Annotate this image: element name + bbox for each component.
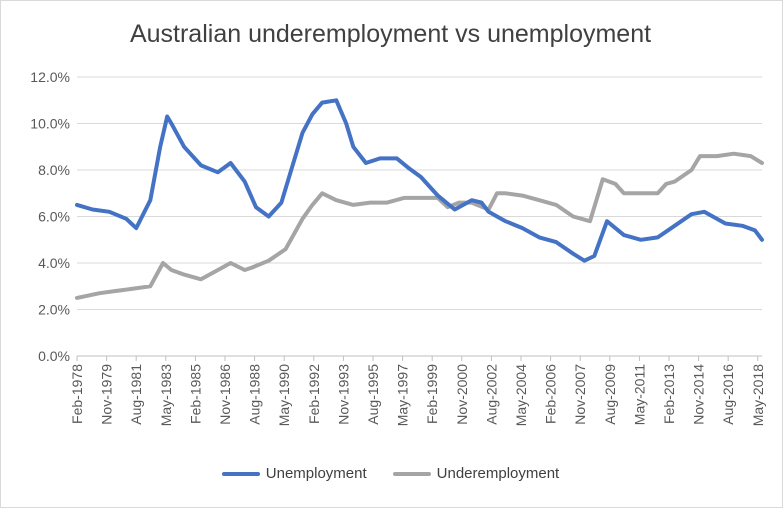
- x-tick-label: May-2011: [631, 364, 647, 425]
- y-tick-label: 6.0%: [38, 209, 70, 225]
- legend-label-unemployment: Unemployment: [265, 465, 367, 482]
- x-tick-label: May-2004: [513, 364, 529, 426]
- legend-label-underemployment: Underemployment: [436, 465, 560, 482]
- legend-item-underemployment: Underemployment: [392, 465, 560, 482]
- x-tick-label: Feb-1992: [306, 364, 322, 424]
- y-tick-label: 8.0%: [38, 162, 70, 178]
- underemployment-line: [75, 151, 764, 300]
- y-tick-label: 0.0%: [38, 348, 70, 364]
- y-axis-tick-labels: 0.0% 2.0% 4.0% 6.0% 8.0% 10.0% 12.0%: [30, 69, 70, 364]
- legend: Unemployment Underemployment: [0, 465, 781, 482]
- x-tick-label: May-1990: [276, 364, 292, 426]
- x-tick-label: Aug-2009: [602, 364, 618, 425]
- legend-swatch-unemployment: [221, 471, 260, 476]
- x-tick-label: Feb-1999: [424, 364, 440, 424]
- x-tick-label: Aug-2002: [483, 364, 499, 425]
- legend-swatch-underemployment: [392, 471, 431, 476]
- x-tick-label: Feb-1978: [69, 364, 85, 424]
- gridlines: [77, 76, 762, 357]
- legend-item-unemployment: Unemployment: [221, 465, 367, 482]
- x-tick-label: Feb-2006: [543, 364, 559, 424]
- x-tick-label: May-2018: [750, 364, 766, 426]
- unemployment-line: [75, 98, 764, 263]
- y-tick-label: 10.0%: [30, 116, 70, 132]
- x-tick-label: Nov-2014: [691, 364, 707, 425]
- series-lines: [75, 98, 764, 300]
- x-tick-label: Aug-1995: [365, 364, 381, 425]
- x-tick-label: May-1997: [395, 364, 411, 426]
- y-tick-label: 2.0%: [38, 302, 70, 318]
- x-tick-label: Nov-2007: [572, 364, 588, 425]
- x-tick-label: Aug-2016: [720, 364, 736, 425]
- x-tick-label: Aug-1981: [128, 364, 144, 425]
- x-tick-label: Nov-1993: [335, 364, 351, 425]
- x-tick-label: May-1983: [158, 364, 174, 426]
- x-tick-label: Nov-1986: [217, 364, 233, 425]
- x-tick-label: Feb-2013: [661, 364, 677, 424]
- x-tick-label: Nov-1979: [99, 364, 115, 425]
- x-tick-label: Nov-2000: [454, 364, 470, 425]
- y-tick-label: 12.0%: [30, 69, 70, 85]
- chart-title: Australian underemployment vs unemployme…: [129, 20, 652, 48]
- x-tick-label: Aug-1988: [247, 364, 263, 425]
- y-tick-label: 4.0%: [38, 255, 70, 271]
- x-axis-tick-labels: Feb-1978 Nov-1979 Aug-1981 May-1983 Feb-1985…: [69, 356, 766, 426]
- x-tick-label: Feb-1985: [187, 364, 203, 424]
